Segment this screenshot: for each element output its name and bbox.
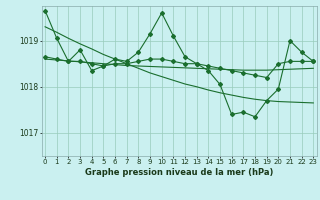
X-axis label: Graphe pression niveau de la mer (hPa): Graphe pression niveau de la mer (hPa) xyxy=(85,168,273,177)
